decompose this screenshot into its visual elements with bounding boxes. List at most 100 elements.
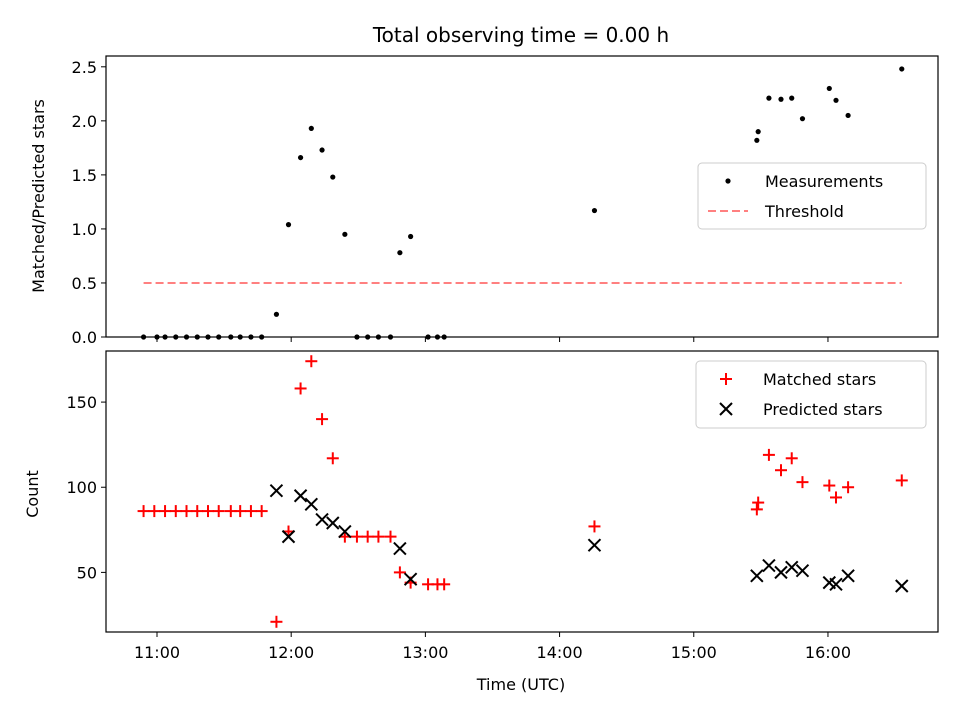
matched-star-point	[361, 530, 374, 543]
ytick-label: 0.5	[72, 274, 97, 293]
matched-star-point	[326, 452, 339, 465]
legend-measurement-marker	[725, 178, 731, 184]
matched-star-point	[137, 505, 150, 518]
measurement-point	[789, 95, 795, 101]
xtick-label: 14:00	[537, 643, 583, 662]
matched-star-point	[316, 413, 329, 426]
matched-star-point	[169, 505, 182, 518]
matched-star-point	[350, 530, 363, 543]
predicted-star-point	[293, 489, 308, 503]
xtick-label: 13:00	[402, 643, 448, 662]
matched-star-point	[384, 530, 397, 543]
ratio-ylabel: Matched/Predicted stars	[29, 99, 48, 293]
predicted-star-point	[762, 558, 776, 573]
measurement-point	[319, 147, 325, 153]
measurement-point	[755, 129, 761, 135]
ratio-panel: 0.0 0.5 1.0 1.5 2.0 2.5 Matched/Predicted sta…	[29, 55, 939, 347]
measurement-point	[754, 137, 760, 143]
measurement-point	[308, 125, 314, 132]
measurement-point	[826, 85, 832, 92]
legend-matched: Matched stars	[763, 370, 876, 389]
predicted-star-point	[338, 524, 352, 539]
matched-star-point	[588, 520, 601, 533]
measurement-point	[845, 112, 851, 119]
predicted-star-point	[281, 529, 296, 544]
predicted-star-point	[269, 483, 284, 498]
count-ticks: 50 100 150 11:00 12:00 13:00 14:00 15:00 16:00	[66, 393, 851, 662]
measurement-point	[766, 95, 772, 101]
ratio-legend-box	[697, 162, 927, 230]
measurement-point	[273, 311, 280, 317]
matched-star-point	[796, 476, 809, 489]
matched-star-point	[823, 479, 836, 492]
measurement-point	[833, 97, 839, 103]
matched-star-point	[270, 615, 283, 628]
matched-star-point	[750, 503, 763, 516]
ytick-label: 100	[66, 478, 97, 497]
matched-star-point	[191, 505, 204, 518]
predicted-star-point	[304, 497, 319, 511]
matched-star-point	[159, 505, 172, 518]
count-ylabel: Count	[23, 470, 42, 518]
matched-star-point	[895, 474, 908, 487]
matched-star-point	[148, 505, 161, 518]
legend-threshold: Threshold	[764, 202, 844, 221]
matched-star-point	[305, 355, 318, 368]
xtick-label: 16:00	[805, 643, 851, 662]
measurement-point	[330, 174, 336, 180]
ratio-axes-frame	[105, 55, 939, 338]
count-marks	[137, 355, 909, 628]
ytick-label: 1.0	[72, 220, 97, 239]
ytick-label: 2.5	[72, 58, 97, 77]
predicted-star-point	[393, 541, 407, 556]
predicted-star-point	[829, 577, 843, 592]
legend-predicted: Predicted stars	[763, 400, 883, 419]
count-panel: 50 100 150 11:00 12:00 13:00 14:00 15:00 16:00 C…	[23, 350, 939, 694]
matched-star-point	[393, 566, 406, 579]
predicted-star-point	[774, 565, 788, 580]
matched-star-point	[842, 481, 855, 494]
count-xlabel: Time (UTC)	[476, 675, 565, 694]
measurement-point	[397, 250, 403, 256]
measurement-point	[591, 207, 598, 214]
predicted-star-point	[750, 569, 764, 583]
count-legend: Matched stars Predicted stars	[695, 360, 927, 429]
predicted-star-point	[785, 560, 799, 574]
matched-star-point	[774, 464, 787, 477]
measurement-point	[899, 66, 905, 72]
predicted-star-point	[841, 569, 855, 583]
legend-measurements: Measurements	[765, 172, 883, 191]
xtick-label: 15:00	[671, 643, 717, 662]
matched-star-point	[372, 530, 385, 543]
predicted-star-point	[403, 572, 418, 586]
matched-star-point	[785, 452, 798, 465]
matched-star-point	[762, 448, 775, 461]
count-legend-box	[695, 360, 927, 429]
measurement-point	[778, 96, 784, 102]
matched-star-point	[752, 496, 765, 509]
chart-title: Total observing time = 0.00 h	[372, 23, 669, 47]
matched-star-point	[294, 382, 307, 395]
predicted-star-point	[326, 516, 340, 530]
ytick-label: 1.5	[72, 166, 97, 185]
predicted-star-point	[315, 512, 329, 527]
xtick-label: 11:00	[134, 643, 180, 662]
ratio-ticks: 0.0 0.5 1.0 1.5 2.0 2.5	[72, 58, 829, 347]
measurement-point	[408, 233, 414, 240]
ratio-legend: Measurements Threshold	[697, 162, 927, 230]
matched-star-point	[234, 505, 247, 518]
matched-star-point	[830, 491, 843, 504]
legend-predicted-marker	[719, 402, 733, 416]
ytick-label: 2.0	[72, 112, 97, 131]
predicted-star-point	[795, 563, 810, 578]
matched-star-point	[201, 505, 214, 518]
matched-star-point	[244, 505, 257, 518]
legend-matched-marker	[720, 373, 732, 385]
measurement-point	[342, 231, 348, 237]
xtick-label: 12:00	[268, 643, 314, 662]
predicted-star-point	[895, 579, 909, 593]
matched-star-point	[438, 578, 451, 591]
matched-star-point	[180, 505, 193, 518]
ytick-label: 150	[66, 393, 97, 412]
